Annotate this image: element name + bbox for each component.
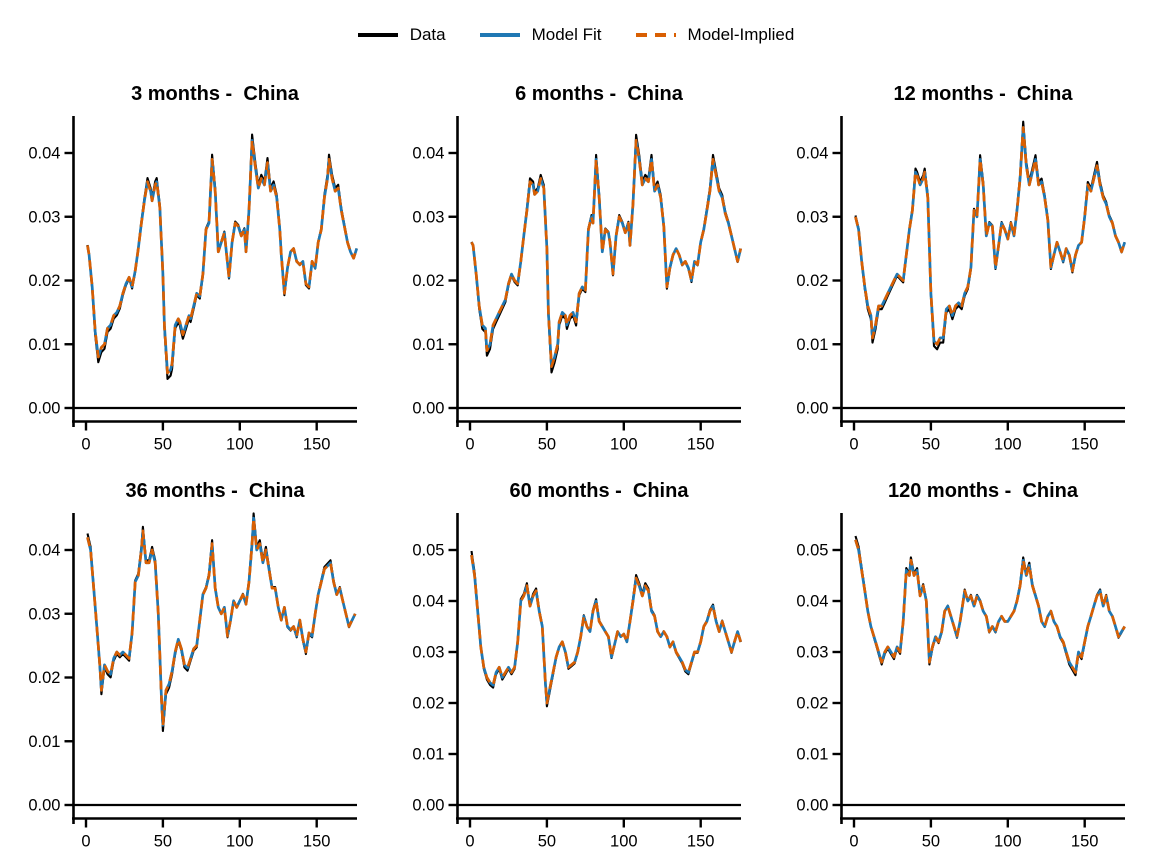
x-tick-label: 100 <box>994 436 1022 454</box>
series-model-implied-line <box>470 554 742 705</box>
panel-60-months: 60 months - China 0.00 0.01 0.02 0.03 0.04 0.… <box>384 467 768 864</box>
y-tick-label: 0.01 <box>412 336 444 354</box>
x-tick-label: 150 <box>687 833 715 851</box>
y-tick-label: 0.00 <box>412 797 444 815</box>
series-data-line <box>470 550 742 708</box>
y-tick-label: 0.00 <box>28 797 60 815</box>
x-tick-label: 150 <box>687 436 715 454</box>
x-tick-label: 150 <box>1071 436 1099 454</box>
x-tick-label: 100 <box>226 833 254 851</box>
line-chart-12-months: 0.00 0.01 0.02 0.03 0.04 0 50 100 150 <box>796 116 1126 454</box>
x-tick-label: 0 <box>81 436 90 454</box>
panel-title: 3 months - China <box>131 83 299 105</box>
y-tick-label: 0.00 <box>796 797 828 815</box>
series-model-implied-line <box>470 138 743 368</box>
legend-label-data: Data <box>409 25 446 44</box>
legend-label-model-implied: Model-Implied <box>687 25 795 44</box>
x-tick-label: 100 <box>610 436 638 454</box>
y-tick-label: 0.01 <box>28 733 60 751</box>
line-chart-6-months: 0.00 0.01 0.02 0.03 0.04 0 50 100 150 <box>412 116 743 454</box>
panel-grid: 3 months - China 0.00 0.01 0.02 0.03 0.04 0 50… <box>0 70 1152 864</box>
x-tick-label: 50 <box>922 833 940 851</box>
y-tick-label: 0.03 <box>412 208 444 226</box>
y-tick-label: 0.02 <box>28 272 60 290</box>
y-tick-label: 0.01 <box>796 746 828 764</box>
x-tick-label: 150 <box>303 436 331 454</box>
series-model-implied-line <box>854 539 1126 674</box>
series-model-fit-line <box>854 126 1126 346</box>
panel-6-months: 6 months - China 0.00 0.01 0.02 0.03 0.04 0 50… <box>384 70 768 467</box>
panel-120-months: 120 months - China 0.00 0.01 0.02 0.03 0.04 0… <box>768 467 1152 864</box>
y-tick-label: 0.05 <box>412 542 444 560</box>
x-tick-label: 0 <box>465 436 474 454</box>
y-tick-label: 0.03 <box>28 605 60 623</box>
legend-item-model-fit: Model Fit <box>479 25 602 45</box>
series-model-fit-line <box>470 554 742 705</box>
panel-title: 12 months - China <box>893 83 1073 105</box>
panel-12-months: 12 months - China 0.00 0.01 0.02 0.03 0.04 0 5… <box>768 70 1152 467</box>
data-line-sample <box>357 33 398 37</box>
line-chart-36-months: 0.00 0.01 0.02 0.03 0.04 0 50 100 150 <box>28 512 357 851</box>
chart-legend: Data Model Fit Model-Implied <box>0 0 1152 70</box>
y-tick-label: 0.04 <box>28 542 60 560</box>
x-tick-label: 50 <box>538 833 556 851</box>
y-tick-label: 0.04 <box>796 145 828 163</box>
y-tick-label: 0.03 <box>796 208 828 226</box>
x-tick-label: 50 <box>154 833 172 851</box>
x-tick-label: 0 <box>849 833 858 851</box>
series-data-line <box>854 120 1126 351</box>
x-tick-label: 0 <box>465 833 474 851</box>
y-tick-label: 0.04 <box>796 593 828 611</box>
y-tick-label: 0.01 <box>796 336 828 354</box>
legend-label-model-fit: Model Fit <box>531 25 602 44</box>
series-model-implied-line <box>86 138 358 375</box>
series-model-implied-line <box>854 126 1126 346</box>
x-tick-label: 50 <box>538 436 556 454</box>
x-tick-label: 150 <box>1071 833 1099 851</box>
y-tick-label: 0.04 <box>28 145 60 163</box>
y-tick-label: 0.02 <box>796 695 828 713</box>
x-tick-label: 50 <box>154 436 172 454</box>
y-tick-label: 0.00 <box>412 400 444 418</box>
y-tick-label: 0.02 <box>412 272 444 290</box>
panel-title: 6 months - China <box>515 83 683 105</box>
line-chart-3-months: 0.00 0.01 0.02 0.03 0.04 0 50 100 150 <box>28 116 358 454</box>
legend-item-model-implied: Model-Implied <box>635 25 795 45</box>
x-tick-label: 100 <box>994 833 1022 851</box>
y-tick-label: 0.04 <box>412 145 444 163</box>
x-tick-label: 0 <box>81 833 90 851</box>
panel-title: 120 months - China <box>887 480 1079 502</box>
line-chart-60-months: 0.00 0.01 0.02 0.03 0.04 0.05 0 50 100 150 <box>412 513 742 851</box>
model-implied-line-sample <box>635 33 676 37</box>
y-tick-label: 0.03 <box>412 644 444 662</box>
panel-36-months: 36 months - China 0.00 0.01 0.02 0.03 0.04 0 5… <box>0 467 384 864</box>
y-tick-label: 0.02 <box>28 669 60 687</box>
y-tick-label: 0.00 <box>28 400 60 418</box>
x-tick-label: 100 <box>226 436 254 454</box>
y-tick-label: 0.02 <box>412 695 444 713</box>
line-chart-120-months: 0.00 0.01 0.02 0.03 0.04 0.05 0 50 100 150 <box>796 513 1126 851</box>
y-tick-label: 0.01 <box>28 336 60 354</box>
y-tick-label: 0.01 <box>412 746 444 764</box>
y-tick-label: 0.03 <box>796 644 828 662</box>
series-model-fit-line <box>86 516 357 727</box>
panel-title: 60 months - China <box>509 480 689 502</box>
legend-item-data: Data <box>357 25 446 45</box>
y-tick-label: 0.04 <box>412 593 444 611</box>
x-tick-label: 0 <box>849 436 858 454</box>
y-tick-label: 0.02 <box>796 272 828 290</box>
panel-3-months: 3 months - China 0.00 0.01 0.02 0.03 0.04 0 50… <box>0 70 384 467</box>
y-tick-label: 0.05 <box>796 542 828 560</box>
x-tick-label: 50 <box>922 436 940 454</box>
series-model-implied-line <box>86 516 357 727</box>
x-tick-label: 150 <box>303 833 331 851</box>
y-tick-label: 0.00 <box>796 400 828 418</box>
model-fit-line-sample <box>479 33 520 37</box>
y-tick-label: 0.03 <box>28 208 60 226</box>
x-tick-label: 100 <box>610 833 638 851</box>
panel-title: 36 months - China <box>125 480 305 502</box>
